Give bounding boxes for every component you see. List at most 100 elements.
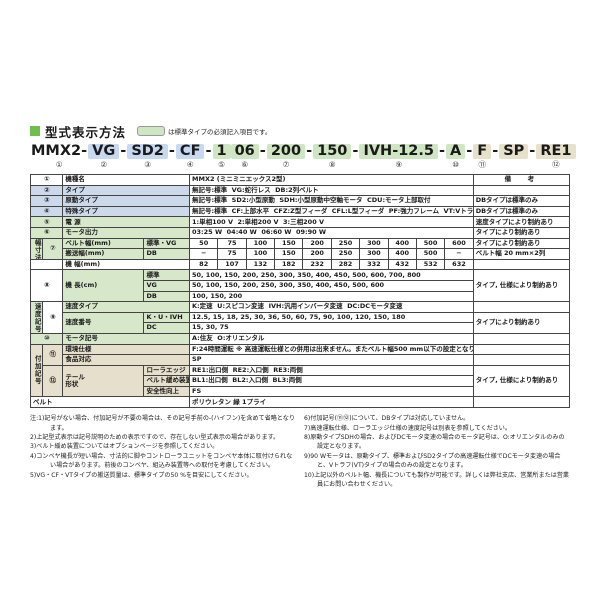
row-label: 特殊タイプ bbox=[62, 205, 191, 218]
code-text: 200 bbox=[266, 144, 306, 159]
footnote: 7)高速運転仕様、ローラエッジ仕様の速度記号は別表を参照してください。 bbox=[304, 424, 511, 432]
cell: 50 bbox=[189, 237, 219, 250]
row-num: ⑤ bbox=[29, 216, 64, 228]
footnotes-left: 注:1)記号がない場合、付加記号が不要の場合は、その記号手前の-(ハイフン)を含… bbox=[30, 414, 296, 490]
code-dash: - bbox=[492, 143, 499, 159]
row-label: ベルト bbox=[29, 396, 191, 409]
cell: 532 bbox=[415, 258, 446, 271]
remark-cell: DBタイプは標準のみ bbox=[472, 205, 571, 218]
row-label: 速度番号 bbox=[62, 311, 145, 334]
row-sublabel: K・U・IVH bbox=[143, 311, 191, 324]
row-env-spec: 付加記号 ⑪ 環境仕様 F:24時間運転 ※ 高速運転仕様との併用は出来ません。… bbox=[29, 343, 571, 398]
row-num: ⑥ bbox=[29, 226, 64, 239]
footnote: 9)90 Wモータは、原動タイプ、標準およびSD2タイプの高速運転仕様でDCモー… bbox=[304, 452, 561, 470]
row-num: ⑪ bbox=[42, 343, 64, 366]
remark-cell bbox=[472, 396, 571, 409]
cell: 300 bbox=[359, 237, 389, 250]
code-text: MMX2- bbox=[31, 143, 88, 159]
row-value: FS bbox=[189, 385, 474, 398]
cell: 200 bbox=[302, 248, 332, 260]
code-segment: 200 ⑦ bbox=[266, 144, 306, 169]
row-value: 100, 150, 200 bbox=[189, 290, 474, 303]
code-segment: IVH-12.5 ⑨ bbox=[359, 144, 438, 169]
cell: 432 bbox=[387, 258, 417, 271]
footnotes: 注:1)記号がない場合、付加記号が不要の場合は、その記号手前の-(ハイフン)を含… bbox=[30, 414, 570, 490]
code-text: A bbox=[446, 144, 466, 159]
cell: 150 bbox=[274, 248, 304, 260]
code-num: ⑪ bbox=[478, 160, 486, 169]
row-value: 1:単相100 V 2:単相200 V 3:三相200 V bbox=[189, 216, 474, 228]
row-num: ④ bbox=[29, 205, 64, 218]
code-dash: - bbox=[306, 143, 313, 159]
code-dash: - bbox=[438, 143, 446, 159]
row-value: 無記号:標準 VG:蛇行レス DB:2列ベルト bbox=[189, 184, 474, 197]
row-sublabel: ベルト緩め装置 bbox=[143, 375, 191, 387]
cell: 500 bbox=[415, 248, 446, 260]
row-sublabel: DB bbox=[143, 290, 191, 303]
row-frame-width: 機 幅(mm) 82 107 132 182 232 282 332 432 5… bbox=[29, 258, 571, 271]
row-motor-output: ⑥ モータ出力 03:25 W 04:40 W 06:60 W 09:90 W … bbox=[29, 226, 571, 239]
section-bullet-icon bbox=[30, 126, 40, 136]
row-tail-roller-edge: ⑫ テール 形状 ローラエッジ RE1:出口側 RE2:入口側 RE3:両側 タ… bbox=[31, 364, 571, 398]
cell: 132 bbox=[245, 258, 276, 271]
code-text: IVH-12.5 bbox=[359, 144, 438, 159]
code-text: SP bbox=[499, 144, 529, 159]
code-num: ⑩ bbox=[452, 160, 459, 169]
footnotes-right: 6)付加記号(⑪⑫)について、DBタイプは対応していません。 7)高速運転仕様、… bbox=[304, 414, 570, 490]
row-sublabel: 標準・VG bbox=[143, 237, 191, 250]
row-sublabel: 安全性向上 bbox=[143, 385, 191, 398]
code-segment: VG ② bbox=[88, 144, 120, 169]
group-label: 幅寸法 bbox=[29, 237, 44, 260]
code-num: ③ bbox=[144, 160, 151, 169]
row-num: ② bbox=[29, 184, 64, 197]
code-dash: - bbox=[120, 143, 127, 159]
row-length-db: DB 100, 150, 200 bbox=[31, 290, 570, 303]
footnote: 10)上記以外のベルト幅、機長についても製作が可能です。詳しくは弊社支店、営業所… bbox=[304, 471, 569, 489]
row-tail-safety: 安全性向上 FS bbox=[31, 385, 570, 398]
row-value: F:24時間運転 ※ 高速運転仕様との併用は出来ません。またベルト幅500 mm… bbox=[189, 343, 474, 356]
row-value: 12.5, 15, 18, 25, 30, 36, 50, 60, 75, 90… bbox=[189, 311, 474, 324]
cell: 232 bbox=[302, 258, 332, 271]
cell: − bbox=[444, 248, 474, 260]
footnote: 6)付加記号(⑪⑫)について、DBタイプは対応していません。 bbox=[304, 415, 470, 423]
code-segment: CF ④ bbox=[175, 144, 205, 169]
row-label: 原動タイプ bbox=[62, 195, 191, 207]
section-title: 型式表示方法 bbox=[45, 124, 127, 140]
code-segment: 06 ⑥ bbox=[230, 144, 259, 169]
row-value: 無記号:標準 SD2:小型原動 SDH:小型原動中空軸モータ CDU:モータ上部… bbox=[189, 195, 474, 207]
row-belt-material: ベルト ポリウレタン 緑 1プライ bbox=[29, 396, 571, 409]
remark-cell: 速度タイプにより制約あり bbox=[472, 216, 571, 228]
row-speed-type: 速度記号 ⑨ 速度タイプ K:定速 U:スピコン変速 IVH:汎用インバータ変速… bbox=[29, 301, 571, 334]
row-length-vg: VG 50, 100, 150, 200, 250, 300, 350, 400… bbox=[31, 279, 570, 292]
code-num: ⑦ bbox=[282, 160, 290, 169]
row-sublabel: VG bbox=[143, 279, 191, 292]
code-segment: 150 ⑧ bbox=[313, 144, 352, 169]
legend-note: は標準タイプの必須記入項目です。 bbox=[168, 128, 272, 136]
cell: 500 bbox=[415, 237, 446, 250]
code-dash: - bbox=[259, 143, 266, 159]
row-sublabel: DB bbox=[143, 248, 191, 260]
code-dash: - bbox=[205, 143, 212, 159]
remark-cell: タイプにより制約あり bbox=[472, 237, 571, 250]
row-label: 機 長(cm) bbox=[62, 269, 145, 303]
code-dash: - bbox=[352, 143, 359, 159]
code-dash: - bbox=[466, 143, 473, 159]
row-value: A:住友 O:オリエンタル bbox=[189, 332, 474, 345]
cell: − bbox=[189, 248, 219, 260]
row-label: テール 形状 bbox=[62, 364, 145, 398]
cell: 182 bbox=[274, 258, 304, 271]
row-value: BL1:出口側 BL2:入口側 BL3:両側 bbox=[189, 375, 474, 387]
remark-cell: タイプ, 仕様により制約あり bbox=[472, 364, 571, 398]
footnote: 2)上記型式表示は記号説明のための表示ですので、存在しない型式表示の場合がありま… bbox=[30, 433, 280, 441]
row-sublabel: 標準 bbox=[143, 269, 191, 281]
group-label: 速度記号 bbox=[29, 301, 44, 334]
row-label: ベルト幅(mm) bbox=[62, 237, 145, 250]
row-value: 50, 100, 150, 200, 250, 300, 350, 400, 4… bbox=[189, 269, 474, 281]
row-label: 搬送幅(mm) bbox=[62, 248, 145, 260]
code-text: RE1 bbox=[536, 144, 576, 159]
row-sublabel: ローラエッジ bbox=[143, 364, 191, 377]
footnote: 8)原動タイプSDHの場合、およびDCモータ変速の場合のモータ記号は、O:オリエ… bbox=[304, 433, 565, 451]
cell: 250 bbox=[330, 237, 361, 250]
